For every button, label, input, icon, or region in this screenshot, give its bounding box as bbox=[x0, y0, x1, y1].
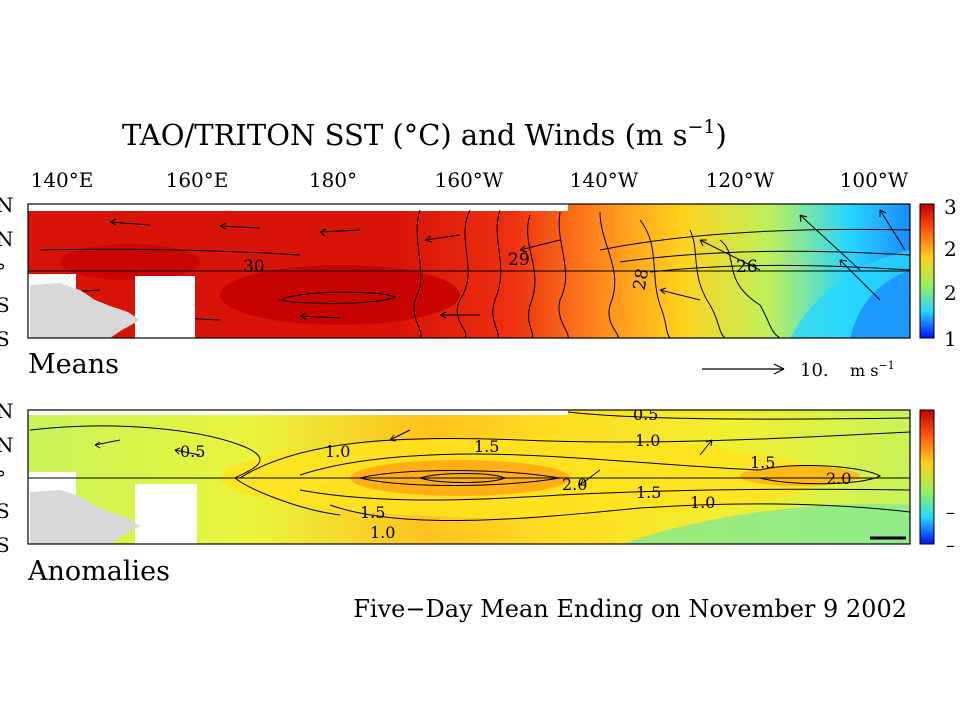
colorbar-tick-label: 3 bbox=[944, 195, 957, 219]
cold-tongue-core bbox=[850, 270, 910, 338]
lon-tick-label: 160°E bbox=[166, 168, 229, 192]
lat-tick-label: S bbox=[0, 533, 10, 557]
lon-tick-label: 140°E bbox=[31, 168, 94, 192]
anomalies-panel: 0.5 0.5 1.0 1.5 1.0 1.5 2.0 1.5 1.0 1.0 … bbox=[0, 399, 955, 587]
reference-value: 10. bbox=[800, 360, 829, 381]
contour-label: 30 bbox=[243, 257, 265, 277]
anomaly-wind-vectors bbox=[94, 429, 713, 511]
contour-label: 28 bbox=[630, 267, 653, 292]
contour-label: 1.5 bbox=[474, 437, 499, 456]
lat-tick-label: S bbox=[0, 327, 10, 351]
lat-tick-label: ° bbox=[0, 259, 6, 283]
anomalies-colorbar bbox=[919, 409, 935, 545]
land-new-guinea bbox=[30, 490, 140, 544]
colorbar-tick-label: 2 bbox=[944, 281, 957, 305]
panel-label-means: Means bbox=[28, 349, 119, 380]
figure-title: TAO/TRITON SST (°C) and Winds (m s−1) bbox=[122, 116, 727, 152]
no-data-region bbox=[135, 484, 197, 544]
means-panel: 30 29 28 26 N N ° S S 3 2 2 1 bbox=[0, 193, 957, 381]
lon-tick-label: 180° bbox=[309, 168, 357, 192]
lon-tick-label: 120°W bbox=[706, 168, 775, 192]
figure-footer: Five−Day Mean Ending on November 9 2002 bbox=[353, 595, 907, 623]
lat-tick-label: S bbox=[0, 293, 10, 317]
colorbar-tick-label: – bbox=[946, 502, 955, 523]
lat-tick-label: N bbox=[0, 399, 14, 423]
no-data-strip bbox=[28, 410, 568, 415]
means-colorbar bbox=[919, 203, 935, 339]
reference-arrowhead bbox=[773, 363, 785, 375]
cool-anomaly-region bbox=[622, 504, 910, 544]
land-new-guinea bbox=[30, 283, 140, 338]
anomaly-contours bbox=[29, 411, 910, 521]
no-data-region bbox=[135, 276, 195, 338]
contour-label: 1.0 bbox=[690, 493, 715, 512]
means-frame bbox=[27, 203, 911, 339]
lat-tick-label: ° bbox=[0, 466, 6, 490]
contour-label: 1.0 bbox=[635, 431, 660, 450]
contour-label: 1.5 bbox=[636, 483, 661, 502]
lat-tick-label: N bbox=[0, 193, 14, 217]
lon-tick-label: 140°W bbox=[570, 168, 639, 192]
contour-label: 26 bbox=[736, 257, 758, 277]
lon-tick-label: 160°W bbox=[435, 168, 504, 192]
anomaly-core-east bbox=[740, 466, 860, 486]
contour-label: 1.5 bbox=[750, 453, 775, 472]
anomalies-frame bbox=[27, 409, 911, 545]
contour-label: 1.5 bbox=[360, 503, 385, 522]
contour-label: 0.5 bbox=[633, 405, 658, 424]
lon-tick-label: 100°W bbox=[840, 168, 909, 192]
wind-reference: 10. m s−1 bbox=[702, 359, 895, 381]
colorbar-tick-label: 1 bbox=[944, 327, 957, 351]
contour-label: 0.5 bbox=[180, 442, 205, 461]
reference-unit: m s−1 bbox=[850, 359, 895, 380]
lat-tick-label: S bbox=[0, 499, 10, 523]
panel-label-anomalies: Anomalies bbox=[27, 556, 170, 587]
no-data-strip bbox=[28, 204, 568, 211]
contour-label: 1.0 bbox=[370, 523, 395, 542]
contour-label: 1.0 bbox=[325, 442, 350, 461]
lat-tick-label: N bbox=[0, 227, 14, 251]
contour-label: 29 bbox=[508, 250, 530, 270]
longitude-axis: 140°E 160°E 180° 160°W 140°W 120°W 100°W bbox=[31, 168, 909, 192]
warm-pool-core bbox=[220, 265, 460, 325]
contour-label: 2.0 bbox=[562, 475, 587, 494]
colorbar-tick-label: – bbox=[946, 535, 955, 556]
lat-tick-label: N bbox=[0, 433, 14, 457]
colorbar-tick-label: 2 bbox=[944, 237, 957, 261]
sst-contours bbox=[39, 209, 910, 338]
